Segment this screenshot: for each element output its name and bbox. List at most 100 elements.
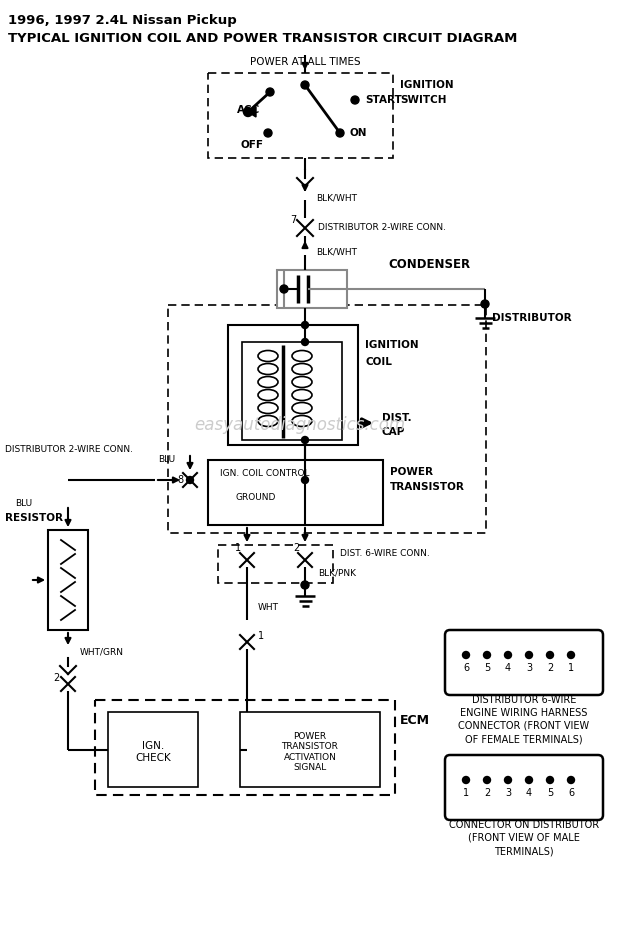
Polygon shape xyxy=(248,107,256,117)
Ellipse shape xyxy=(292,364,312,374)
Circle shape xyxy=(546,652,554,658)
Circle shape xyxy=(302,338,308,346)
Text: 1: 1 xyxy=(258,631,264,641)
Text: WHT/GRN: WHT/GRN xyxy=(80,648,124,656)
Circle shape xyxy=(301,581,309,589)
Circle shape xyxy=(567,776,575,784)
Text: START: START xyxy=(365,95,402,105)
Text: BLK/WHT: BLK/WHT xyxy=(316,248,357,256)
Text: BLU: BLU xyxy=(15,499,32,507)
Text: 6: 6 xyxy=(568,788,574,798)
Ellipse shape xyxy=(258,376,278,388)
FancyBboxPatch shape xyxy=(108,712,198,787)
Circle shape xyxy=(504,776,512,784)
Ellipse shape xyxy=(258,403,278,413)
FancyBboxPatch shape xyxy=(208,73,393,158)
Circle shape xyxy=(301,81,309,89)
Circle shape xyxy=(187,477,193,484)
Text: 2: 2 xyxy=(547,663,553,673)
Text: CONNECTOR ON DISTRIBUTOR: CONNECTOR ON DISTRIBUTOR xyxy=(449,820,599,830)
Text: DISTRIBUTOR: DISTRIBUTOR xyxy=(492,313,572,323)
FancyBboxPatch shape xyxy=(168,305,486,533)
Text: 5: 5 xyxy=(484,663,490,673)
FancyBboxPatch shape xyxy=(240,712,380,787)
Text: 6: 6 xyxy=(463,663,469,673)
Text: 1: 1 xyxy=(568,663,574,673)
Text: CONDENSER: CONDENSER xyxy=(388,257,470,271)
Circle shape xyxy=(302,477,308,484)
Circle shape xyxy=(462,776,470,784)
Text: 2: 2 xyxy=(293,543,299,553)
Text: OF FEMALE TERMINALS): OF FEMALE TERMINALS) xyxy=(465,734,583,744)
Text: ACC: ACC xyxy=(237,105,260,115)
Text: RESISTOR: RESISTOR xyxy=(5,513,63,523)
Text: IGNITION: IGNITION xyxy=(400,80,454,90)
Ellipse shape xyxy=(292,415,312,427)
Circle shape xyxy=(336,129,344,137)
Text: 1: 1 xyxy=(463,788,469,798)
Text: TERMINALS): TERMINALS) xyxy=(494,846,554,856)
Circle shape xyxy=(525,652,533,658)
FancyBboxPatch shape xyxy=(95,700,395,795)
Circle shape xyxy=(462,652,470,658)
FancyBboxPatch shape xyxy=(242,342,342,440)
Text: IGN. COIL CONTROL: IGN. COIL CONTROL xyxy=(220,468,310,478)
Text: 2: 2 xyxy=(484,788,490,798)
FancyBboxPatch shape xyxy=(445,755,603,820)
Text: BLU: BLU xyxy=(158,455,175,465)
Circle shape xyxy=(280,285,288,293)
Ellipse shape xyxy=(258,364,278,374)
Circle shape xyxy=(546,776,554,784)
Text: ON: ON xyxy=(350,128,368,138)
Ellipse shape xyxy=(292,390,312,401)
Text: DIST.: DIST. xyxy=(382,413,412,423)
Text: WHT: WHT xyxy=(258,603,279,613)
Circle shape xyxy=(243,107,253,117)
Text: IGN.
CHECK: IGN. CHECK xyxy=(135,741,171,763)
FancyBboxPatch shape xyxy=(445,630,603,695)
Text: easyautodiagnostics.com: easyautodiagnostics.com xyxy=(195,416,405,434)
Text: (FRONT VIEW OF MALE: (FRONT VIEW OF MALE xyxy=(468,833,580,843)
Text: ENGINE WIRING HARNESS: ENGINE WIRING HARNESS xyxy=(460,708,588,718)
Text: POWER
TRANSISTOR
ACTIVATION
SIGNAL: POWER TRANSISTOR ACTIVATION SIGNAL xyxy=(282,732,339,772)
Text: BLK/PNK: BLK/PNK xyxy=(318,568,356,578)
Text: DISTRIBUTOR 2-WIRE CONN.: DISTRIBUTOR 2-WIRE CONN. xyxy=(5,446,133,454)
Circle shape xyxy=(483,652,491,658)
Text: CAP: CAP xyxy=(382,427,405,437)
Ellipse shape xyxy=(258,390,278,401)
FancyBboxPatch shape xyxy=(48,530,88,630)
Circle shape xyxy=(481,300,489,308)
Text: 7: 7 xyxy=(290,215,296,225)
Text: COIL: COIL xyxy=(365,357,392,367)
Text: 8: 8 xyxy=(177,475,183,485)
Circle shape xyxy=(351,96,359,104)
Text: IGNITION: IGNITION xyxy=(365,340,418,350)
Text: TYPICAL IGNITION COIL AND POWER TRANSISTOR CIRCUIT DIAGRAM: TYPICAL IGNITION COIL AND POWER TRANSIST… xyxy=(8,32,517,45)
FancyBboxPatch shape xyxy=(208,460,383,525)
Text: 2: 2 xyxy=(54,673,60,683)
Text: 4: 4 xyxy=(526,788,532,798)
Text: ECM: ECM xyxy=(400,713,430,727)
Text: 1: 1 xyxy=(235,543,241,553)
Circle shape xyxy=(266,88,274,96)
Ellipse shape xyxy=(292,376,312,388)
Text: BLK/WHT: BLK/WHT xyxy=(316,194,357,202)
Text: 1996, 1997 2.4L Nissan Pickup: 1996, 1997 2.4L Nissan Pickup xyxy=(8,14,237,27)
Text: 4: 4 xyxy=(505,663,511,673)
Text: DIST. 6-WIRE CONN.: DIST. 6-WIRE CONN. xyxy=(340,548,430,558)
Circle shape xyxy=(302,436,308,444)
FancyBboxPatch shape xyxy=(228,325,358,445)
Text: 3: 3 xyxy=(526,663,532,673)
Text: 5: 5 xyxy=(547,788,553,798)
Text: TRANSISTOR: TRANSISTOR xyxy=(390,482,465,492)
Circle shape xyxy=(264,129,272,137)
FancyBboxPatch shape xyxy=(218,545,333,583)
Text: OFF: OFF xyxy=(240,140,263,150)
Ellipse shape xyxy=(292,403,312,413)
Text: GROUND: GROUND xyxy=(235,492,276,502)
Ellipse shape xyxy=(258,351,278,362)
Circle shape xyxy=(302,321,308,329)
Circle shape xyxy=(525,776,533,784)
Text: POWER AT ALL TIMES: POWER AT ALL TIMES xyxy=(250,57,360,67)
Text: 3: 3 xyxy=(505,788,511,798)
